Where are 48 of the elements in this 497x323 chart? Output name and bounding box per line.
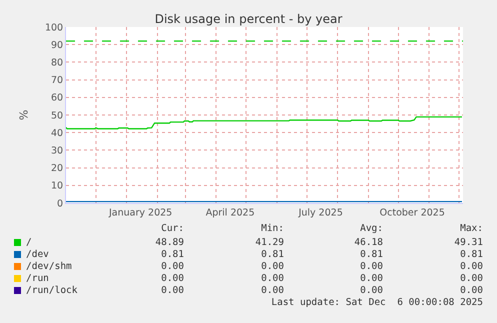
y-tick-label: 60 <box>51 92 64 104</box>
text: 49.31 <box>454 237 483 248</box>
legend-label: /dev <box>26 249 49 260</box>
y-tick-label: 100 <box>44 22 64 34</box>
text: 0.00 <box>460 273 483 284</box>
line-series <box>66 116 463 130</box>
y-tick-label: 80 <box>51 58 64 69</box>
legend-label: /run/lock <box>26 285 78 296</box>
text: 0.00 <box>261 285 284 296</box>
text: Cur: <box>161 223 184 234</box>
text: 48.89 <box>155 237 184 248</box>
y-tick-label: 40 <box>51 128 64 139</box>
text: 0.00 <box>261 261 284 272</box>
x-tick-label: October 2025 <box>380 207 445 218</box>
x-tick-label: January 2025 <box>108 207 172 218</box>
y-tick-label: 70 <box>51 75 64 86</box>
y-tick-label: 90 <box>51 40 64 51</box>
text: 0.00 <box>261 273 284 284</box>
text: 0.00 <box>161 273 184 284</box>
text: 0.81 <box>460 249 483 260</box>
y-tick-label: 0 <box>57 198 64 210</box>
text: 0.00 <box>360 273 383 284</box>
x-tick-label: July 2025 <box>298 207 343 218</box>
text: 0.00 <box>460 261 483 272</box>
text: 0.81 <box>360 249 383 260</box>
text: 0.81 <box>261 249 284 260</box>
text: 41.29 <box>255 237 284 248</box>
y-tick-label: 30 <box>51 146 64 157</box>
text: 46.18 <box>354 237 383 248</box>
y-axis-title: % <box>18 110 31 120</box>
text: Last update: Sat Dec 6 00:00:08 2025 <box>271 297 483 308</box>
text: 0.81 <box>161 249 184 260</box>
x-tick-label: April 2025 <box>206 207 255 218</box>
text: Min: <box>261 223 284 234</box>
legend-label: / <box>26 237 32 248</box>
text: 0.00 <box>460 285 483 296</box>
text: 0.00 <box>161 285 184 296</box>
y-tick-label: 10 <box>51 180 64 192</box>
y-tick-label: 50 <box>51 110 64 122</box>
text: 0.00 <box>161 261 184 272</box>
legend-label: /dev/shm <box>26 261 72 272</box>
legend-label: /run <box>26 273 49 284</box>
text: Avg: <box>360 223 383 234</box>
y-tick-label: 20 <box>51 163 64 174</box>
chart-title: Disk usage in percent - by year <box>154 12 342 26</box>
text: 0.00 <box>360 261 383 272</box>
text: 0.00 <box>360 285 383 296</box>
text: Max: <box>460 223 483 234</box>
